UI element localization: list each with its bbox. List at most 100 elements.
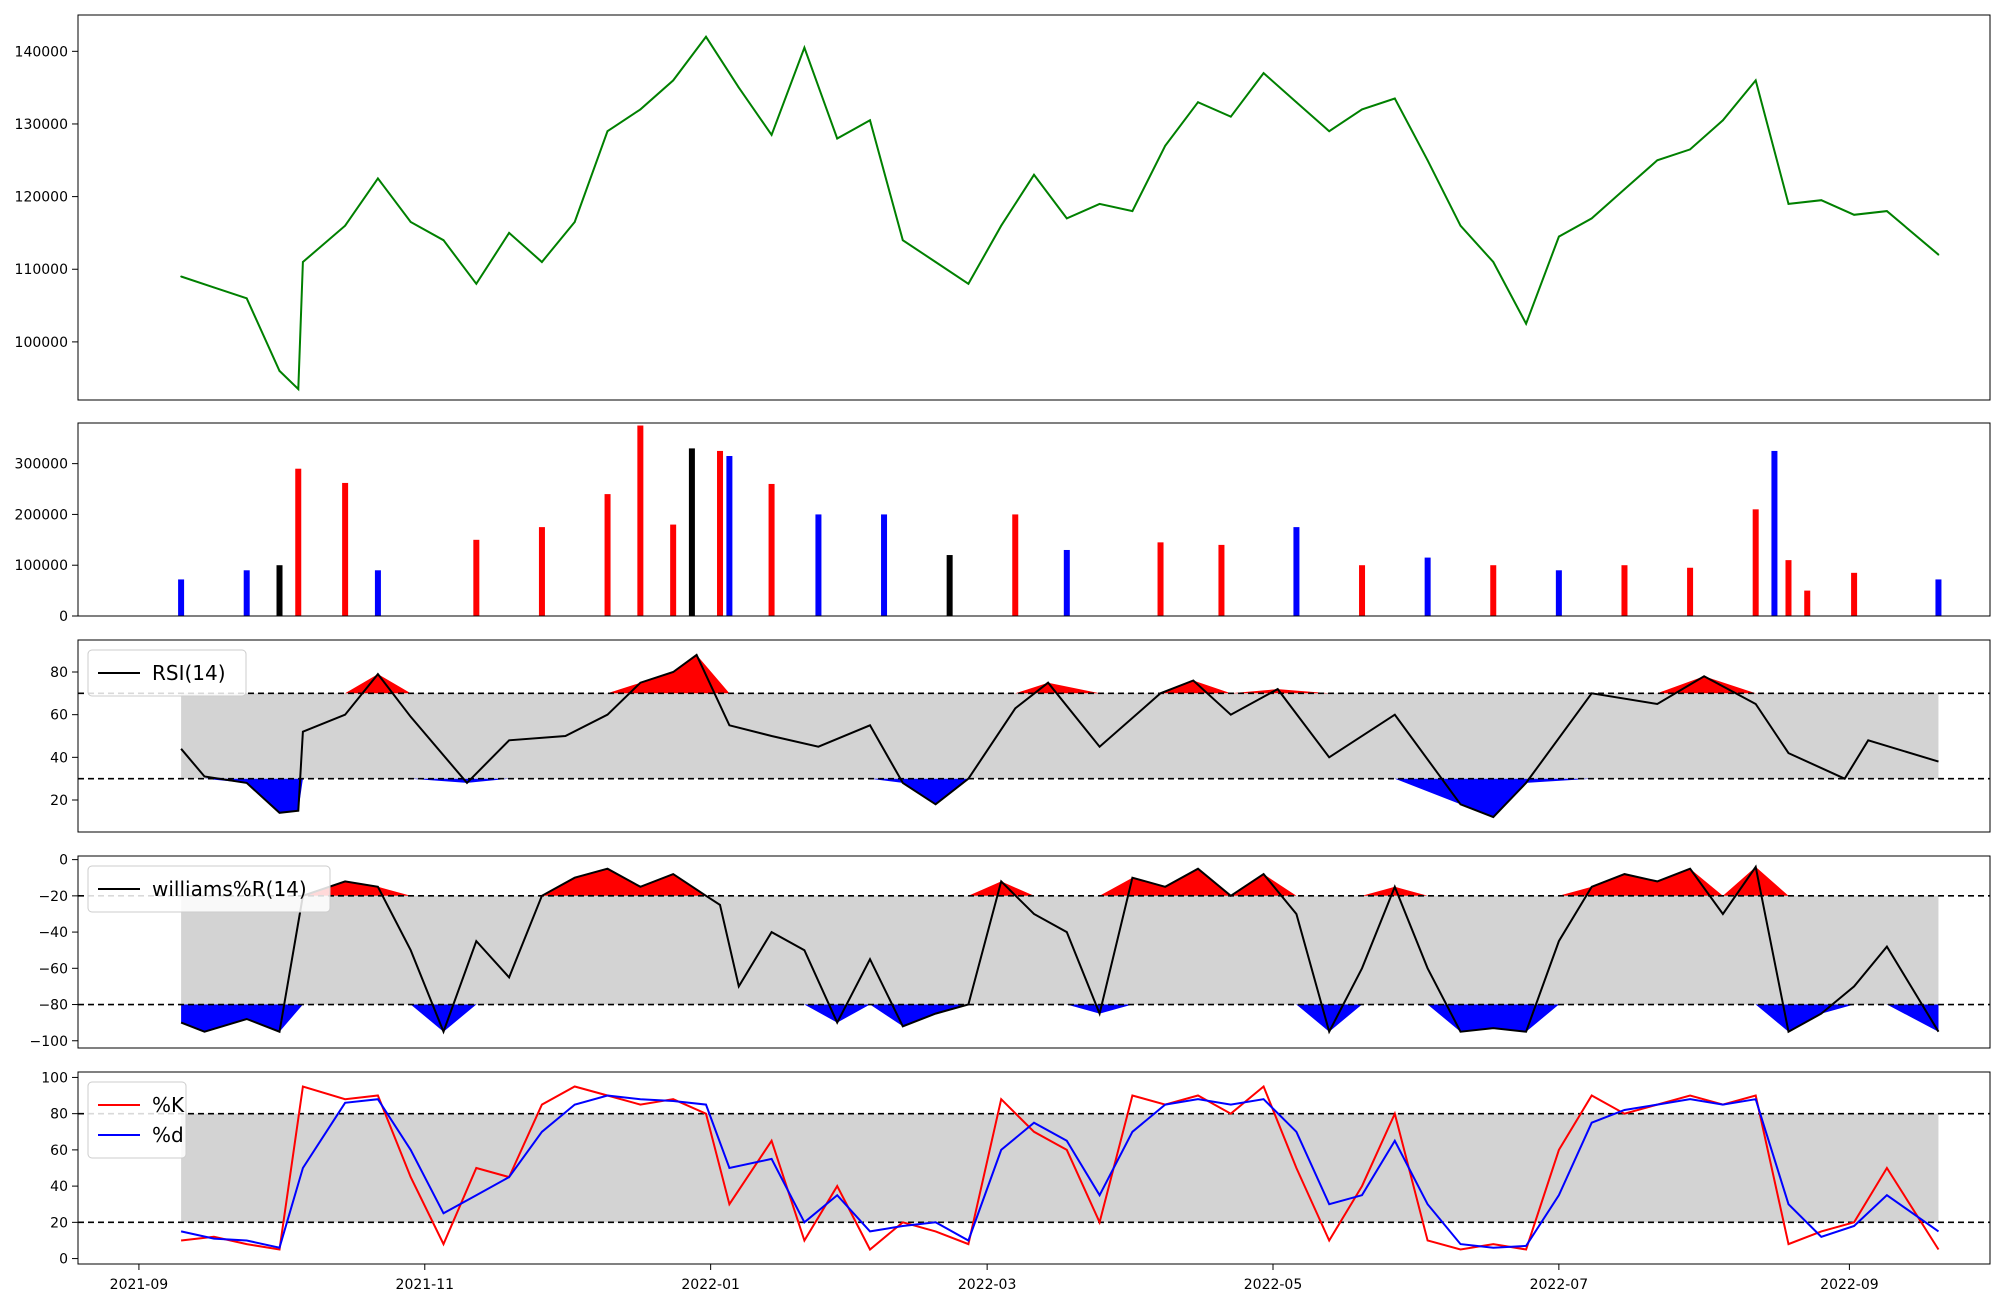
volume-bar xyxy=(178,579,185,616)
price-point xyxy=(508,232,511,234)
volume-bar xyxy=(1218,544,1225,616)
williams-overbought-fill xyxy=(181,866,1939,896)
price-ytick-label: 130000 xyxy=(15,117,68,133)
price-point xyxy=(573,221,576,223)
price-point xyxy=(1328,130,1331,133)
price-ytick-label: 140000 xyxy=(15,44,68,60)
williams-oversold-fill xyxy=(181,1004,1939,1032)
price-point xyxy=(278,370,281,372)
price-point xyxy=(1937,253,1940,256)
volume-bar xyxy=(342,482,349,616)
price-point xyxy=(1492,261,1495,263)
price-ytick-label: 110000 xyxy=(15,262,68,278)
price-point xyxy=(1623,188,1626,191)
x-tick-label: 2021-09 xyxy=(110,1277,169,1293)
stochastic-ytick-label: 20 xyxy=(50,1215,68,1231)
volume-bar xyxy=(1621,565,1628,616)
volume-bar xyxy=(670,524,677,616)
volume-bar xyxy=(1012,514,1019,616)
price-ytick-label: 100000 xyxy=(15,335,68,351)
volume-bar xyxy=(1771,450,1778,616)
williams-line xyxy=(180,864,1940,1035)
price-point xyxy=(1820,199,1823,202)
williams-neutral-band xyxy=(181,895,1939,1005)
stochastic-d-line xyxy=(180,1094,1940,1249)
price-point xyxy=(1164,144,1167,147)
rsi-panel-frame xyxy=(77,639,1991,833)
price-line xyxy=(180,35,1940,392)
williams-legend-label: williams%R(14) xyxy=(152,877,307,901)
volume-bar xyxy=(717,450,724,616)
price-ytick-label: 120000 xyxy=(15,190,68,206)
rsi-ytick-label: 40 xyxy=(50,750,68,766)
stochastic-panel-frame xyxy=(77,1071,1991,1265)
volume-bar xyxy=(1359,565,1366,616)
price-point xyxy=(1754,79,1757,82)
price-point xyxy=(934,261,937,263)
x-tick-label: 2022-03 xyxy=(958,1277,1017,1293)
rsi-legend-label: RSI(14) xyxy=(152,661,226,685)
volume-bar xyxy=(1063,549,1070,616)
price-point xyxy=(803,46,806,49)
rsi-overbought-fill xyxy=(181,654,1939,694)
volume-bar xyxy=(1935,579,1942,616)
volume-ytick-label: 200000 xyxy=(15,507,68,523)
volume-bar xyxy=(881,514,888,616)
stochastic-legend xyxy=(87,1081,187,1159)
stochastic-neutral-band xyxy=(181,1113,1939,1223)
price-point xyxy=(1426,159,1429,162)
price-point xyxy=(245,297,248,300)
price-point xyxy=(180,275,182,278)
price-point xyxy=(297,388,300,391)
price-point xyxy=(1295,101,1298,104)
price-panel-frame xyxy=(77,14,1991,401)
price-point xyxy=(836,137,839,140)
williams-panel-frame xyxy=(77,855,1991,1049)
price-point xyxy=(901,239,904,242)
price-point xyxy=(869,119,871,122)
volume-bar xyxy=(473,539,480,616)
price-point xyxy=(1393,97,1396,100)
price-point xyxy=(1787,202,1790,205)
volume-ytick-label: 100000 xyxy=(15,558,68,574)
volume-ytick-label: 0 xyxy=(59,609,68,625)
volume-bar xyxy=(1555,570,1562,616)
x-tick-label: 2021-11 xyxy=(396,1277,455,1293)
rsi-ytick-label: 20 xyxy=(50,793,68,809)
price-point xyxy=(672,79,675,82)
price-point xyxy=(639,108,642,111)
rsi-neutral-band xyxy=(181,693,1939,779)
price-point xyxy=(1000,224,1003,227)
rsi-ytick-label: 80 xyxy=(50,665,68,681)
volume-bar xyxy=(1804,590,1811,616)
price-point xyxy=(737,86,740,89)
volume-bar xyxy=(1687,567,1694,616)
price-point xyxy=(606,130,609,133)
x-tick-label: 2022-05 xyxy=(1244,1277,1303,1293)
williams-ytick-label: −20 xyxy=(38,889,68,905)
stochastic-legend-label: %K xyxy=(152,1093,185,1117)
x-tick-label: 2022-09 xyxy=(1820,1277,1879,1293)
stochastic-legend-label: %d xyxy=(152,1123,184,1147)
price-point xyxy=(1721,119,1724,122)
rsi-oversold-fill xyxy=(181,778,1939,818)
volume-bar xyxy=(1785,560,1792,616)
volume-bar xyxy=(374,570,381,616)
price-point xyxy=(377,177,379,180)
volume-bar xyxy=(604,494,611,616)
rsi-ytick-label: 60 xyxy=(50,708,68,724)
volume-panel-frame xyxy=(77,422,1991,617)
rsi-line xyxy=(180,653,1939,819)
price-point xyxy=(1229,115,1232,118)
price-point xyxy=(1033,173,1035,176)
stochastic-ytick-label: 0 xyxy=(59,1252,68,1268)
stochastic-k-line xyxy=(180,1084,1940,1252)
volume-bar xyxy=(637,425,644,616)
volume-bar xyxy=(946,555,953,616)
volume-bar xyxy=(1424,557,1431,616)
price-point xyxy=(1459,224,1462,227)
volume-bar xyxy=(276,565,283,616)
stochastic-ytick-label: 80 xyxy=(50,1107,68,1123)
price-point xyxy=(1689,148,1691,151)
price-point xyxy=(1065,217,1068,220)
